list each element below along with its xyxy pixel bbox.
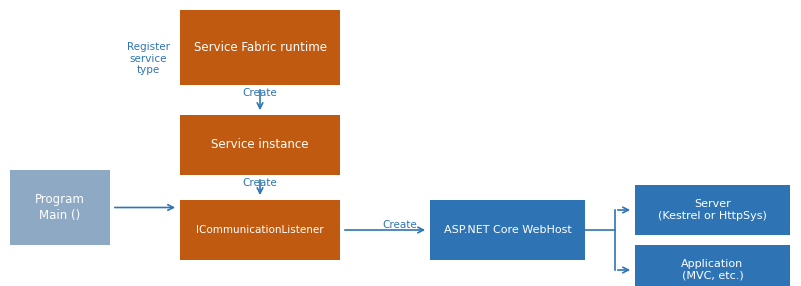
FancyBboxPatch shape (180, 115, 340, 175)
FancyBboxPatch shape (635, 185, 790, 235)
Text: Service Fabric runtime: Service Fabric runtime (194, 41, 327, 54)
Text: Service instance: Service instance (211, 138, 308, 152)
Text: Application
(MVC, etc.): Application (MVC, etc.) (682, 259, 743, 281)
Text: Register
service
type: Register service type (127, 42, 170, 75)
Text: Server
(Kestrel or HttpSys): Server (Kestrel or HttpSys) (658, 199, 767, 221)
Text: ASP.NET Core WebHost: ASP.NET Core WebHost (444, 225, 571, 235)
Text: Create: Create (243, 88, 277, 98)
Text: Create: Create (243, 178, 277, 188)
FancyBboxPatch shape (180, 200, 340, 260)
FancyBboxPatch shape (180, 10, 340, 85)
Text: Program
Main (): Program Main () (35, 194, 85, 221)
Text: Create: Create (383, 220, 417, 230)
FancyBboxPatch shape (635, 245, 790, 286)
Text: ICommunicationListener: ICommunicationListener (196, 225, 324, 235)
FancyBboxPatch shape (10, 170, 110, 245)
FancyBboxPatch shape (430, 200, 585, 260)
